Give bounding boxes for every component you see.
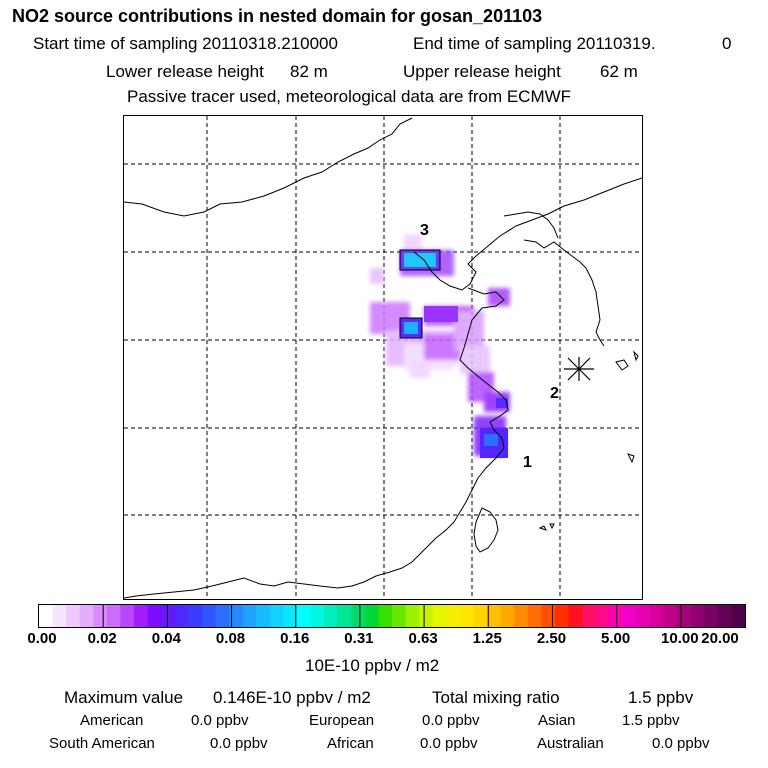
color-bar-swatch (677, 605, 692, 627)
color-bar-swatch (527, 605, 542, 627)
color-bar-swatch (364, 605, 379, 627)
map-grid (124, 116, 642, 599)
color-bar-swatch (351, 605, 366, 627)
color-bar-tick-label: 0.31 (344, 630, 374, 647)
color-bar-tick-label: 0.63 (408, 630, 438, 647)
color-bar-tick-label: 0.00 (27, 630, 57, 647)
lower-height-value: 82 m (290, 62, 328, 81)
color-bar-swatch (731, 605, 745, 627)
color-bar-swatch (432, 605, 447, 627)
color-bar-swatch (147, 605, 162, 627)
receptor-asterisk-icon (564, 357, 594, 381)
color-bar-tick-label: 0.04 (151, 630, 181, 647)
color-bar-swatch (405, 605, 420, 627)
region-name: American (80, 712, 144, 729)
color-bar-swatch (541, 605, 556, 627)
start-time-label: Start time of sampling 20110318.210000 (33, 34, 338, 53)
upper-height-label: Upper release height (403, 62, 561, 81)
upper-height-value: 62 m (600, 62, 638, 81)
end-time-label: End time of sampling 20110319. (413, 34, 656, 53)
region-name: African (327, 735, 374, 752)
coastlines (124, 117, 642, 599)
color-bar-swatch (120, 605, 135, 627)
page-title: NO2 source contributions in nested domai… (12, 6, 543, 26)
total-mixing-label: Total mixing ratio (432, 688, 560, 707)
region-value: 0.0 ppbv (422, 712, 480, 729)
color-bar-tick-label: 0.02 (87, 630, 117, 647)
region-value: 1.5 ppbv (622, 712, 680, 729)
color-bar-tick-label: 10.00 (661, 630, 699, 647)
color-bar-swatch (459, 605, 474, 627)
color-bar-swatch (283, 605, 298, 627)
color-bar-swatch (39, 605, 54, 627)
color-bar-swatch (500, 605, 515, 627)
color-bar-swatch (324, 605, 339, 627)
end-time-value: 0 (722, 34, 732, 53)
color-bar-swatch (514, 605, 529, 627)
color-bar-tick-label: 20.00 (701, 630, 739, 647)
color-bar-tick-label: 2.50 (536, 630, 567, 647)
source-label-2: 2 (550, 385, 559, 402)
color-bar-swatch (636, 605, 651, 627)
max-value-label: Maximum value (64, 688, 184, 707)
lower-height-label: Lower release height (106, 62, 264, 81)
legend-unit: 10E-10 ppbv / m2 (305, 656, 440, 675)
total-mixing-value: 1.5 ppbv (628, 688, 694, 707)
source-label-3: 3 (420, 222, 429, 239)
color-bar-swatch (717, 605, 732, 627)
color-bar-swatch (229, 605, 244, 627)
color-bar-tick-label: 5.00 (601, 630, 631, 647)
plume-field (370, 234, 510, 458)
region-value: 0.0 ppbv (652, 735, 710, 752)
color-bar-swatch (487, 605, 502, 627)
color-bar-swatch (446, 605, 461, 627)
color-bar-swatch (337, 605, 352, 627)
region-name: Australian (537, 735, 604, 752)
color-bar-swatch (242, 605, 257, 627)
color-bar-swatch (622, 605, 637, 627)
color-bar-swatch (704, 605, 719, 627)
color-bar-tick-label: 0.08 (215, 630, 246, 647)
color-bar-swatch (419, 605, 434, 627)
color-bar-swatch (79, 605, 94, 627)
color-bar-swatch (66, 605, 81, 627)
color-bar-swatch (269, 605, 284, 627)
color-bar-swatch (296, 605, 312, 627)
color-bar-swatch (52, 605, 67, 627)
color-bar-tick-label: 0.16 (280, 630, 310, 647)
color-bar-swatch (568, 605, 583, 627)
color-bar-swatch (174, 605, 189, 627)
max-value: 0.146E-10 ppbv / m2 (213, 688, 371, 707)
color-bar-swatch (93, 605, 108, 627)
region-name: European (309, 712, 375, 729)
region-name: Asian (538, 712, 576, 729)
color-bar-swatch (690, 605, 705, 627)
color-bar-swatch (106, 605, 121, 627)
color-bar (38, 604, 746, 628)
color-bar-swatch (188, 605, 203, 627)
source-label-1: 1 (523, 454, 532, 471)
color-bar-swatch (554, 605, 569, 627)
region-value: 0.0 ppbv (420, 735, 478, 752)
color-bar-swatch (392, 605, 407, 627)
color-bar-swatch (134, 605, 149, 627)
tracer-note: Passive tracer used, meteorological data… (127, 87, 572, 106)
map-panel: 3 2 1 (123, 115, 643, 600)
color-bar-swatch (473, 605, 488, 627)
color-bar-tick-label: 1.25 (472, 630, 502, 647)
color-bar-swatch (256, 605, 271, 627)
color-bar-swatch (161, 605, 176, 627)
region-value: 0.0 ppbv (191, 712, 249, 729)
color-bar-swatch (649, 605, 665, 627)
region-value: 0.0 ppbv (210, 735, 268, 752)
color-bar-swatch (215, 605, 230, 627)
map-svg: 3 2 1 (124, 116, 642, 599)
color-bar-swatch (201, 605, 216, 627)
region-name: South American (49, 735, 155, 752)
color-bar-swatch (663, 605, 678, 627)
color-bar-swatch (378, 605, 393, 627)
color-bar-swatch (582, 605, 597, 627)
color-bar-swatch (310, 605, 325, 627)
color-bar-swatch (595, 605, 610, 627)
